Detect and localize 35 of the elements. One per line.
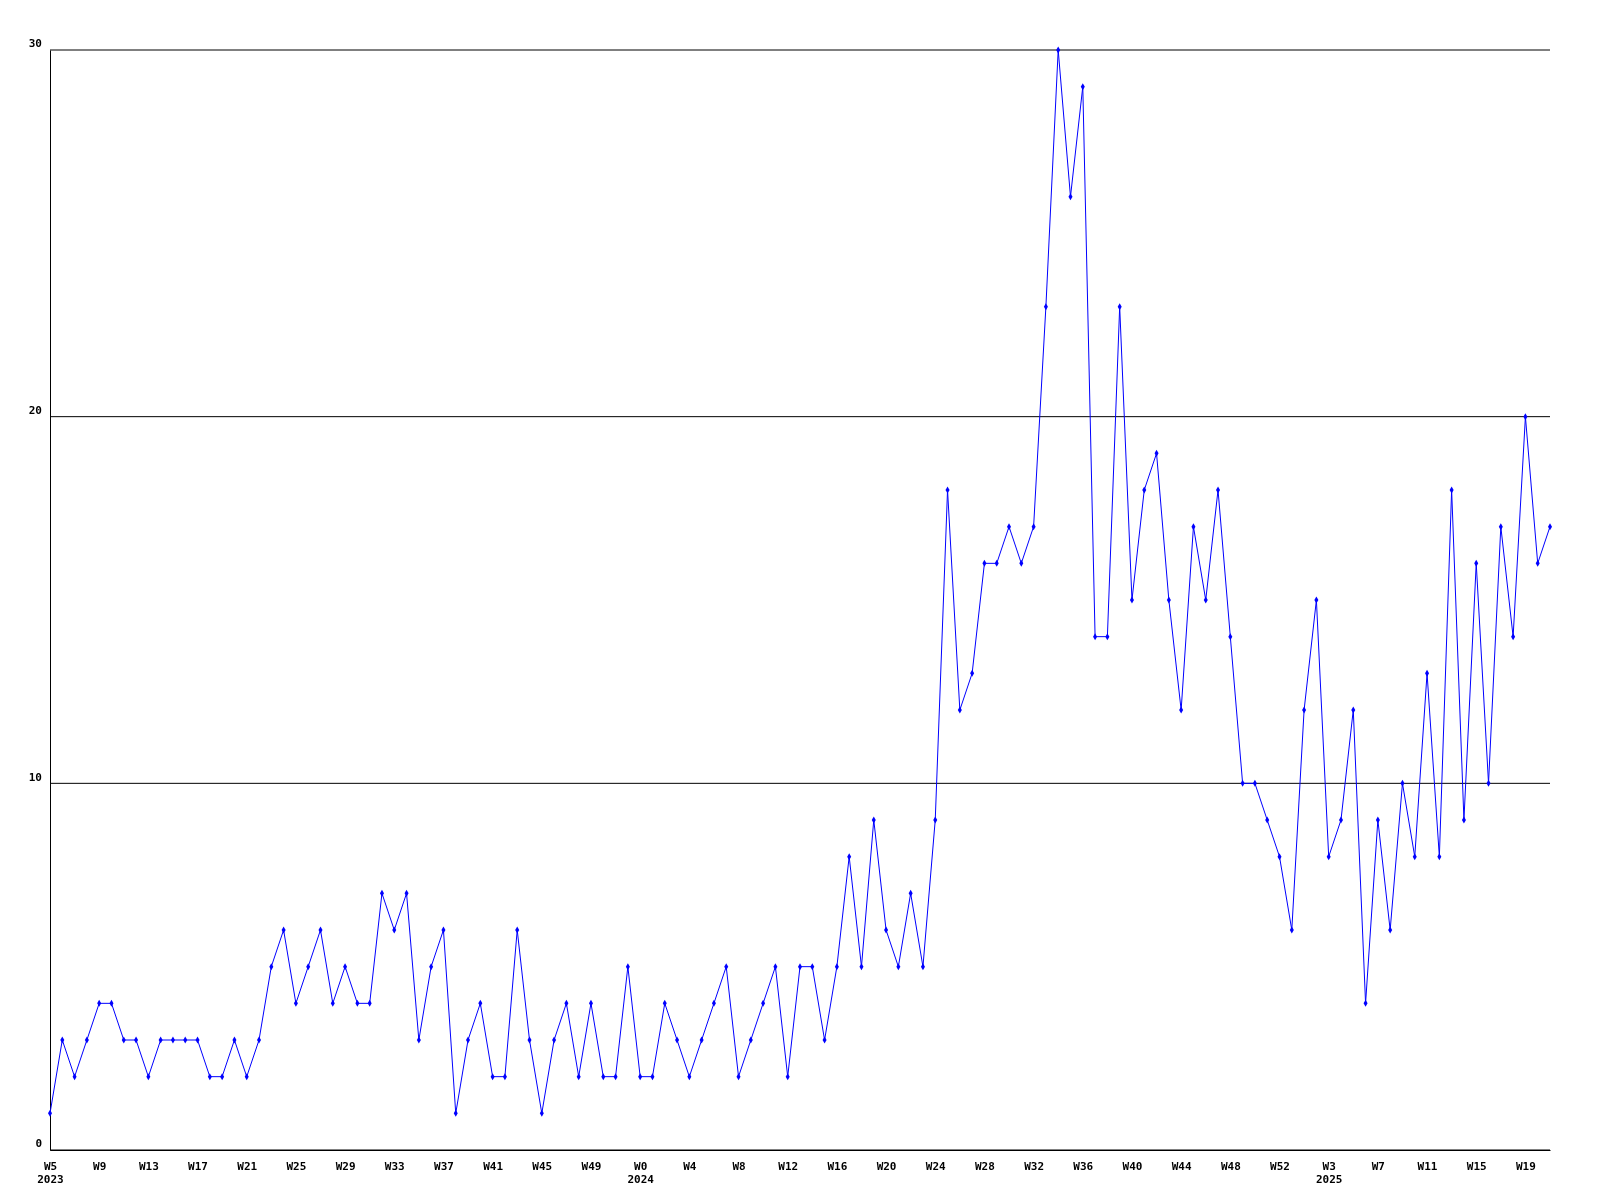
- x-tick-label: W16: [827, 1159, 848, 1173]
- x-tick-label: W3 2025: [1315, 1159, 1343, 1187]
- x-tick-label: W49: [581, 1159, 602, 1173]
- x-tick-label: W52: [1270, 1159, 1290, 1173]
- x-tick-label: W5 2023: [37, 1159, 64, 1187]
- y-tick-label: 10: [28, 770, 42, 784]
- x-tick-label: W33: [384, 1159, 405, 1173]
- x-tick-label: W11: [1417, 1159, 1438, 1173]
- x-tick-label: W8: [732, 1159, 746, 1173]
- x-tick-label: W0 2024: [627, 1159, 655, 1187]
- x-tick-label: W45: [532, 1159, 553, 1173]
- x-tick-label: W19: [1515, 1159, 1536, 1173]
- x-tick-label: W4: [683, 1159, 697, 1173]
- x-tick-label: W44: [1171, 1159, 1192, 1173]
- x-tick-label: W41: [483, 1159, 504, 1173]
- x-tick-label: W21: [237, 1159, 258, 1173]
- x-tick-label: W24: [925, 1159, 947, 1173]
- x-tick-label: W37: [434, 1159, 454, 1173]
- x-tick-label: W36: [1073, 1159, 1094, 1173]
- y-tick-label: 30: [28, 37, 42, 51]
- x-tick-label: W29: [335, 1159, 356, 1173]
- x-tick-label: W15: [1466, 1159, 1487, 1173]
- x-tick-label: W28: [974, 1159, 995, 1173]
- x-tick-label: W7: [1371, 1159, 1385, 1173]
- x-tick-label: W13: [138, 1159, 159, 1173]
- x-tick-label: W48: [1220, 1159, 1241, 1173]
- x-tick-label: W20: [876, 1159, 897, 1173]
- x-tick-label: W17: [188, 1159, 208, 1173]
- y-tick-label: 0: [35, 1137, 42, 1151]
- x-tick-label: W40: [1122, 1159, 1143, 1173]
- x-tick-label: W25: [286, 1159, 307, 1173]
- x-tick-label: W32: [1024, 1159, 1045, 1173]
- y-tick-label: 20: [28, 403, 42, 417]
- x-tick-label: W9: [93, 1159, 107, 1173]
- x-tick-label: W12: [778, 1159, 799, 1173]
